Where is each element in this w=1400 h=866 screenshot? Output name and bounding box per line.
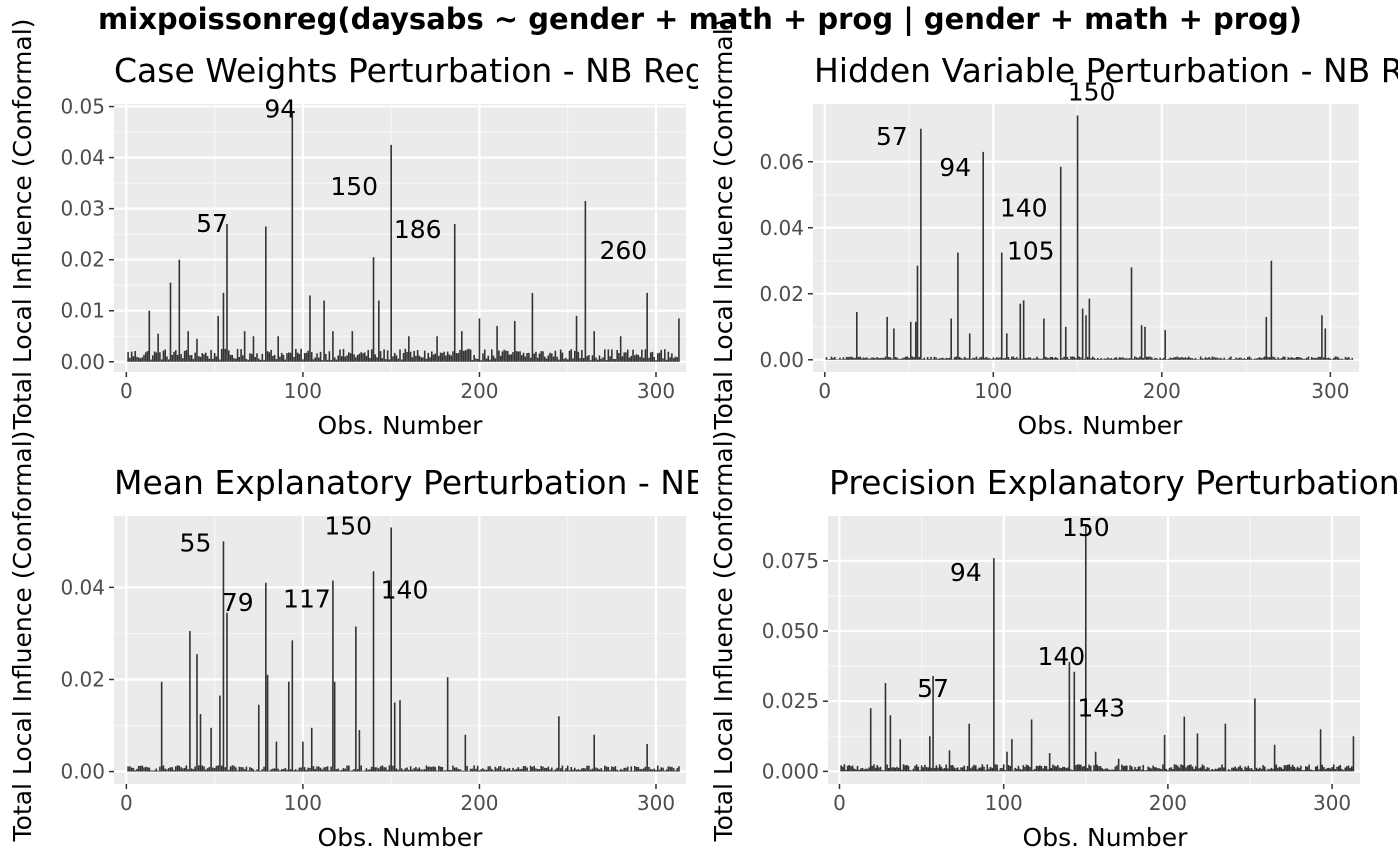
y-tick-label: 0.06 bbox=[759, 150, 804, 174]
data-label: 150 bbox=[1068, 78, 1116, 107]
panel-4: 0 100 200 300 0.000 0.025 0.050 0.075 150 94 140 14… bbox=[709, 431, 1400, 852]
panel-2: 0 100 200 300 0.00 0.02 0.04 0.06 150 57 94 140 105 O… bbox=[709, 19, 1400, 440]
data-label: 143 bbox=[1077, 694, 1125, 723]
figure-title: mixpoissonreg(daysabs ~ gender + math + … bbox=[98, 2, 1302, 36]
x-axis-title: Obs. Number bbox=[318, 823, 484, 852]
x-axis-title: Obs. Number bbox=[318, 411, 484, 440]
x-tick-label: 300 bbox=[637, 379, 675, 403]
y-axis-title: Total Local Influence (Conformal) bbox=[709, 431, 738, 843]
y-axis-title: Total Local Influence (Conformal) bbox=[709, 19, 738, 431]
panel-1: 0 100 200 300 0.00 0.01 0.02 0.03 0.04 0.05 94 150 2… bbox=[8, 19, 824, 440]
y-axis-title: Total Local Influence (Conformal) bbox=[8, 19, 37, 431]
y-tick-label: 0.02 bbox=[60, 248, 105, 272]
data-label: 117 bbox=[283, 584, 331, 613]
panel-title: Mean Explanatory Perturbation - NB Regre… bbox=[114, 463, 899, 502]
data-label: 140 bbox=[1000, 194, 1048, 223]
data-label: 94 bbox=[950, 558, 982, 587]
x-tick-label: 200 bbox=[1143, 379, 1181, 403]
x-tick-label: 100 bbox=[284, 791, 322, 815]
panel-title: Hidden Variable Perturbation - NB Regres… bbox=[814, 51, 1400, 90]
panel-3: 0 100 200 300 0.00 0.02 0.04 150 55 140 117 79 Obs. … bbox=[8, 431, 899, 852]
y-tick-label: 0.04 bbox=[759, 216, 804, 240]
data-label: 150 bbox=[330, 172, 378, 201]
data-label: 150 bbox=[324, 512, 372, 541]
y-tick-label: 0.01 bbox=[60, 299, 105, 323]
data-label: 55 bbox=[180, 528, 212, 557]
y-tick-label: 0.025 bbox=[762, 689, 819, 713]
data-label: 57 bbox=[876, 122, 908, 151]
data-label: 140 bbox=[1038, 642, 1086, 671]
y-tick-label: 0.02 bbox=[60, 667, 105, 691]
y-tick-label: 0.00 bbox=[60, 350, 105, 374]
x-tick-label: 0 bbox=[120, 379, 133, 403]
y-tick-label: 0.000 bbox=[762, 759, 819, 783]
y-tick-label: 0.05 bbox=[60, 95, 105, 119]
x-tick-label: 0 bbox=[120, 791, 133, 815]
plot-background bbox=[114, 104, 686, 372]
y-tick-label: 0.050 bbox=[762, 619, 819, 643]
x-tick-label: 0 bbox=[833, 791, 846, 815]
x-tick-label: 300 bbox=[1313, 791, 1351, 815]
x-tick-label: 100 bbox=[985, 791, 1023, 815]
data-label: 79 bbox=[222, 588, 254, 617]
x-axis-title: Obs. Number bbox=[1018, 411, 1184, 440]
x-tick-label: 300 bbox=[1311, 379, 1349, 403]
x-tick-label: 200 bbox=[460, 791, 498, 815]
data-label: 140 bbox=[381, 575, 429, 604]
y-tick-label: 0.00 bbox=[60, 760, 105, 784]
x-axis-title: Obs. Number bbox=[1023, 823, 1189, 852]
plot-background bbox=[828, 516, 1360, 784]
data-label: 260 bbox=[600, 236, 648, 265]
y-tick-label: 0.075 bbox=[762, 549, 819, 573]
x-tick-label: 200 bbox=[460, 379, 498, 403]
x-tick-label: 300 bbox=[637, 791, 675, 815]
panel-title: Case Weights Perturbation - NB Regressio… bbox=[114, 51, 824, 90]
x-tick-label: 100 bbox=[284, 379, 322, 403]
y-tick-label: 0.03 bbox=[60, 197, 105, 221]
data-label: 150 bbox=[1062, 513, 1110, 542]
data-label: 57 bbox=[196, 209, 228, 238]
y-tick-label: 0.00 bbox=[759, 348, 804, 372]
panel-title: Precision Explanatory Perturbation - NB … bbox=[829, 463, 1400, 502]
data-label: 57 bbox=[917, 674, 949, 703]
y-tick-label: 0.02 bbox=[759, 282, 804, 306]
x-tick-label: 100 bbox=[974, 379, 1012, 403]
y-axis-title: Total Local Influence (Conformal) bbox=[8, 431, 37, 843]
data-label: 186 bbox=[394, 215, 442, 244]
y-tick-label: 0.04 bbox=[60, 146, 105, 170]
data-label: 94 bbox=[264, 95, 296, 124]
y-tick-label: 0.04 bbox=[60, 575, 105, 599]
data-label: 94 bbox=[939, 153, 971, 182]
data-label: 105 bbox=[1007, 237, 1055, 266]
x-tick-label: 200 bbox=[1149, 791, 1187, 815]
x-tick-label: 0 bbox=[818, 379, 831, 403]
